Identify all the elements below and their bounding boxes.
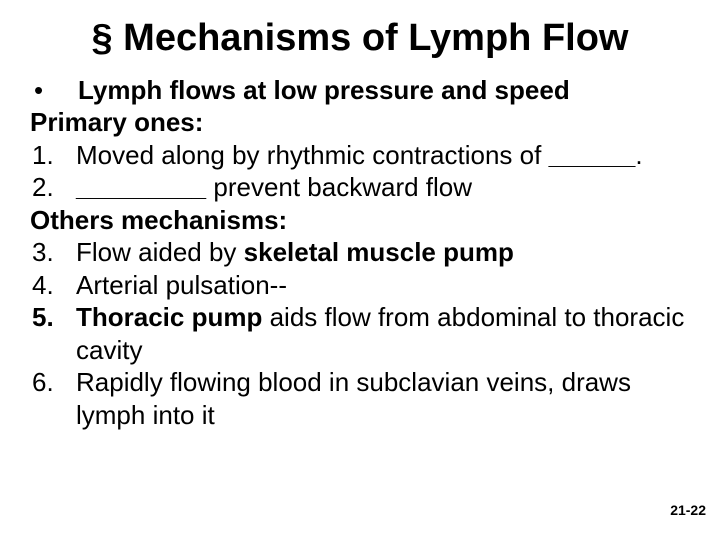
slide: § Mechanisms of Lymph Flow • Lymph flows… xyxy=(0,0,720,540)
list-item: 2. _________ prevent backward flow xyxy=(30,171,690,204)
slide-content: • Lymph flows at low pressure and speed … xyxy=(30,74,690,432)
others-heading: Others mechanisms: xyxy=(30,204,690,237)
item-number: 5. xyxy=(30,301,76,366)
item-text: _________ prevent backward flow xyxy=(76,171,690,204)
text-run: Moved along by rhythmic contractions of xyxy=(76,140,549,170)
item-text: Flow aided by skeletal muscle pump xyxy=(76,236,690,269)
list-item: 6. Rapidly flowing blood in subclavian v… xyxy=(30,366,690,431)
bullet-marker: • xyxy=(30,74,78,107)
blank-underline: _________ xyxy=(76,172,206,202)
bold-term: skeletal muscle pump xyxy=(244,237,514,267)
item-text: Rapidly flowing blood in subclavian vein… xyxy=(76,366,690,431)
item-number: 3. xyxy=(30,236,76,269)
list-item: 4. Arterial pulsation-- xyxy=(30,269,690,302)
text-run: Flow aided by xyxy=(76,237,244,267)
item-text: Thoracic pump aids flow from abdominal t… xyxy=(76,301,690,366)
text-run: prevent backward flow xyxy=(206,172,472,202)
item-number: 2. xyxy=(30,171,76,204)
intro-bullet: • Lymph flows at low pressure and speed xyxy=(30,74,690,107)
slide-title: § Mechanisms of Lymph Flow xyxy=(30,18,690,60)
blank-underline: ______ xyxy=(549,140,636,170)
text-run: . xyxy=(635,140,642,170)
list-item: 5. Thoracic pump aids flow from abdomina… xyxy=(30,301,690,366)
item-text: Arterial pulsation-- xyxy=(76,269,690,302)
item-text: Moved along by rhythmic contractions of … xyxy=(76,139,690,172)
list-item: 1. Moved along by rhythmic contractions … xyxy=(30,139,690,172)
item-number: 4. xyxy=(30,269,76,302)
bold-term: Thoracic pump xyxy=(76,302,262,332)
primary-heading: Primary ones: xyxy=(30,106,690,139)
list-item: 3. Flow aided by skeletal muscle pump xyxy=(30,236,690,269)
intro-text: Lymph flows at low pressure and speed xyxy=(78,74,690,107)
page-number: 21-22 xyxy=(670,502,706,518)
item-number: 1. xyxy=(30,139,76,172)
item-number: 6. xyxy=(30,366,76,431)
